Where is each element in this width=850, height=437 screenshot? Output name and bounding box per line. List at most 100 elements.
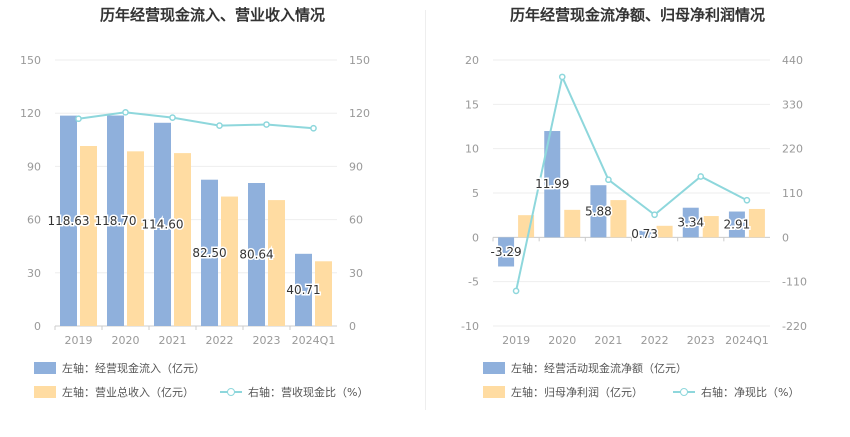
bar-data-label: 5.88 — [585, 204, 612, 218]
bar-secondary — [174, 153, 191, 326]
x-tick-label: 2021 — [594, 334, 622, 347]
x-tick-label: 2024Q1 — [292, 334, 336, 347]
line-point — [512, 287, 520, 295]
chart-title: 历年经营现金流净额、归母净利润情况 — [509, 6, 765, 24]
bar-data-label: -3.29 — [491, 245, 522, 259]
x-tick-label: 2022 — [206, 334, 234, 347]
legend-item-series-2[interactable]: 左轴：归母净利润（亿元） — [483, 384, 643, 400]
bar-secondary — [268, 200, 285, 326]
line-point — [216, 122, 223, 129]
y-left-tick-label: 90 — [27, 160, 41, 173]
line-point — [263, 121, 270, 128]
bar-secondary — [656, 225, 673, 238]
line-point — [743, 196, 751, 204]
y-left-tick-label: 5 — [472, 187, 479, 200]
x-tick-label: 2023 — [253, 334, 281, 347]
x-tick-label: 2019 — [502, 334, 530, 347]
x-tick-label: 2019 — [65, 334, 93, 347]
y-right-tick-label: 150 — [349, 54, 370, 67]
y-left-tick-label: 0 — [34, 320, 41, 333]
bar-primary — [154, 122, 171, 326]
chart-panel-cashflow-inflow: 历年经营现金流入、营业收入情况 0 30 60 90 120 150 0 30 60 90 120 1… — [20, 6, 370, 400]
bar-primary — [636, 230, 653, 238]
legend-swatch — [34, 386, 56, 398]
bar-secondary — [702, 216, 719, 238]
bar-primary — [728, 211, 745, 238]
x-tick-label: 2023 — [687, 334, 715, 347]
bar-secondary — [748, 208, 765, 238]
y-right-tick-label: 330 — [782, 98, 803, 111]
y-left-tick-label: 20 — [465, 54, 479, 67]
line-point — [122, 108, 129, 116]
legend-swatch — [483, 362, 505, 374]
bar-primary — [60, 115, 77, 327]
bar-primary — [248, 182, 265, 326]
legend-swatch — [34, 362, 56, 374]
x-tick-label: 2020 — [548, 334, 576, 347]
legend-label: 左轴：归母净利润（亿元） — [511, 386, 643, 399]
bar-data-label: 0.73 — [631, 227, 658, 241]
bar-primary — [590, 185, 607, 238]
y-left-tick-label: 30 — [27, 267, 41, 280]
bar-data-label: 118.63 — [48, 214, 90, 228]
legend-swatch — [673, 386, 695, 398]
bar-primary — [295, 253, 312, 326]
series-line — [515, 73, 748, 292]
bar-primary — [498, 237, 515, 267]
chart-panel-net-cashflow: 历年经营现金流净额、归母净利润情况 -10 -5 0 5 10 15 20 -220 -110 0… — [425, 0, 850, 437]
bar-secondary — [610, 200, 627, 238]
y-left-tick-label: 60 — [27, 214, 41, 227]
x-tick-label: 2021 — [159, 334, 187, 347]
bar-data-label: 3.34 — [677, 216, 704, 230]
y-right-tick-label: -110 — [782, 276, 807, 289]
y-right-tick-label: 90 — [349, 160, 363, 173]
chart-svg: -10 -5 0 5 10 15 20 -220 -110 0 110 220 330 440 2019 20… — [461, 54, 807, 347]
legend-item-series-1[interactable]: 左轴：经营现金流入（亿元） — [34, 360, 205, 376]
line-point — [169, 114, 176, 121]
line-point — [310, 124, 317, 132]
bar-primary — [544, 131, 561, 238]
y-right-tick-label: -220 — [782, 320, 807, 333]
bar-primary — [682, 207, 699, 238]
bar-data-label: 82.50 — [192, 246, 226, 260]
bar-secondary — [564, 209, 581, 238]
legend-label: 右轴：净现比（%） — [701, 386, 800, 399]
y-left-tick-label: -5 — [468, 276, 479, 289]
legend-item-series-3[interactable]: 右轴：营收现金比（%） — [220, 384, 368, 400]
y-right-tick-label: 60 — [349, 214, 363, 227]
bar-data-label: 40.71 — [286, 283, 320, 297]
line-point — [75, 115, 82, 123]
legend-label: 左轴：经营活动现金流净额（亿元） — [511, 362, 687, 375]
legend-item-series-2[interactable]: 左轴：营业总收入（亿元） — [34, 384, 194, 400]
bar-secondary — [518, 215, 535, 238]
bar-primary — [201, 179, 218, 326]
legend-label: 右轴：营收现金比（%） — [248, 386, 369, 399]
legend-swatch — [483, 386, 505, 398]
legend-item-series-1[interactable]: 左轴：经营活动现金流净额（亿元） — [483, 360, 687, 376]
bar-data-label: 80.64 — [239, 247, 273, 261]
y-left-tick-label: 120 — [20, 107, 41, 120]
chart-title: 历年经营现金流入、营业收入情况 — [99, 6, 325, 24]
line-point — [605, 176, 612, 184]
y-left-tick-label: 10 — [465, 143, 479, 156]
y-left-tick-label: 15 — [465, 98, 479, 111]
y-right-tick-label: 120 — [349, 107, 370, 120]
legend-label: 左轴：营业总收入（亿元） — [62, 386, 194, 399]
bar-secondary — [221, 196, 238, 326]
bar-data-label: 11.99 — [535, 177, 569, 191]
legend-item-series-3[interactable]: 右轴：净现比（%） — [673, 384, 799, 400]
x-tick-label: 2024Q1 — [725, 334, 769, 347]
legend-swatch — [220, 386, 242, 398]
x-tick-label: 2022 — [641, 334, 669, 347]
chart-svg: 0 30 60 90 120 150 0 30 60 90 120 150 2019 2020 2021 20… — [20, 54, 370, 347]
y-left-tick-label: 150 — [20, 54, 41, 67]
y-right-tick-label: 110 — [782, 187, 803, 200]
bar-data-label: 2.91 — [724, 217, 751, 231]
legend-label: 左轴：经营现金流入（亿元） — [62, 362, 205, 375]
y-left-tick-label: 0 — [472, 231, 479, 244]
line-point — [697, 173, 705, 180]
line-point — [558, 73, 566, 81]
x-tick-label: 2020 — [112, 334, 140, 347]
bar-data-label: 118.70 — [95, 214, 137, 228]
panel-divider — [425, 10, 426, 410]
